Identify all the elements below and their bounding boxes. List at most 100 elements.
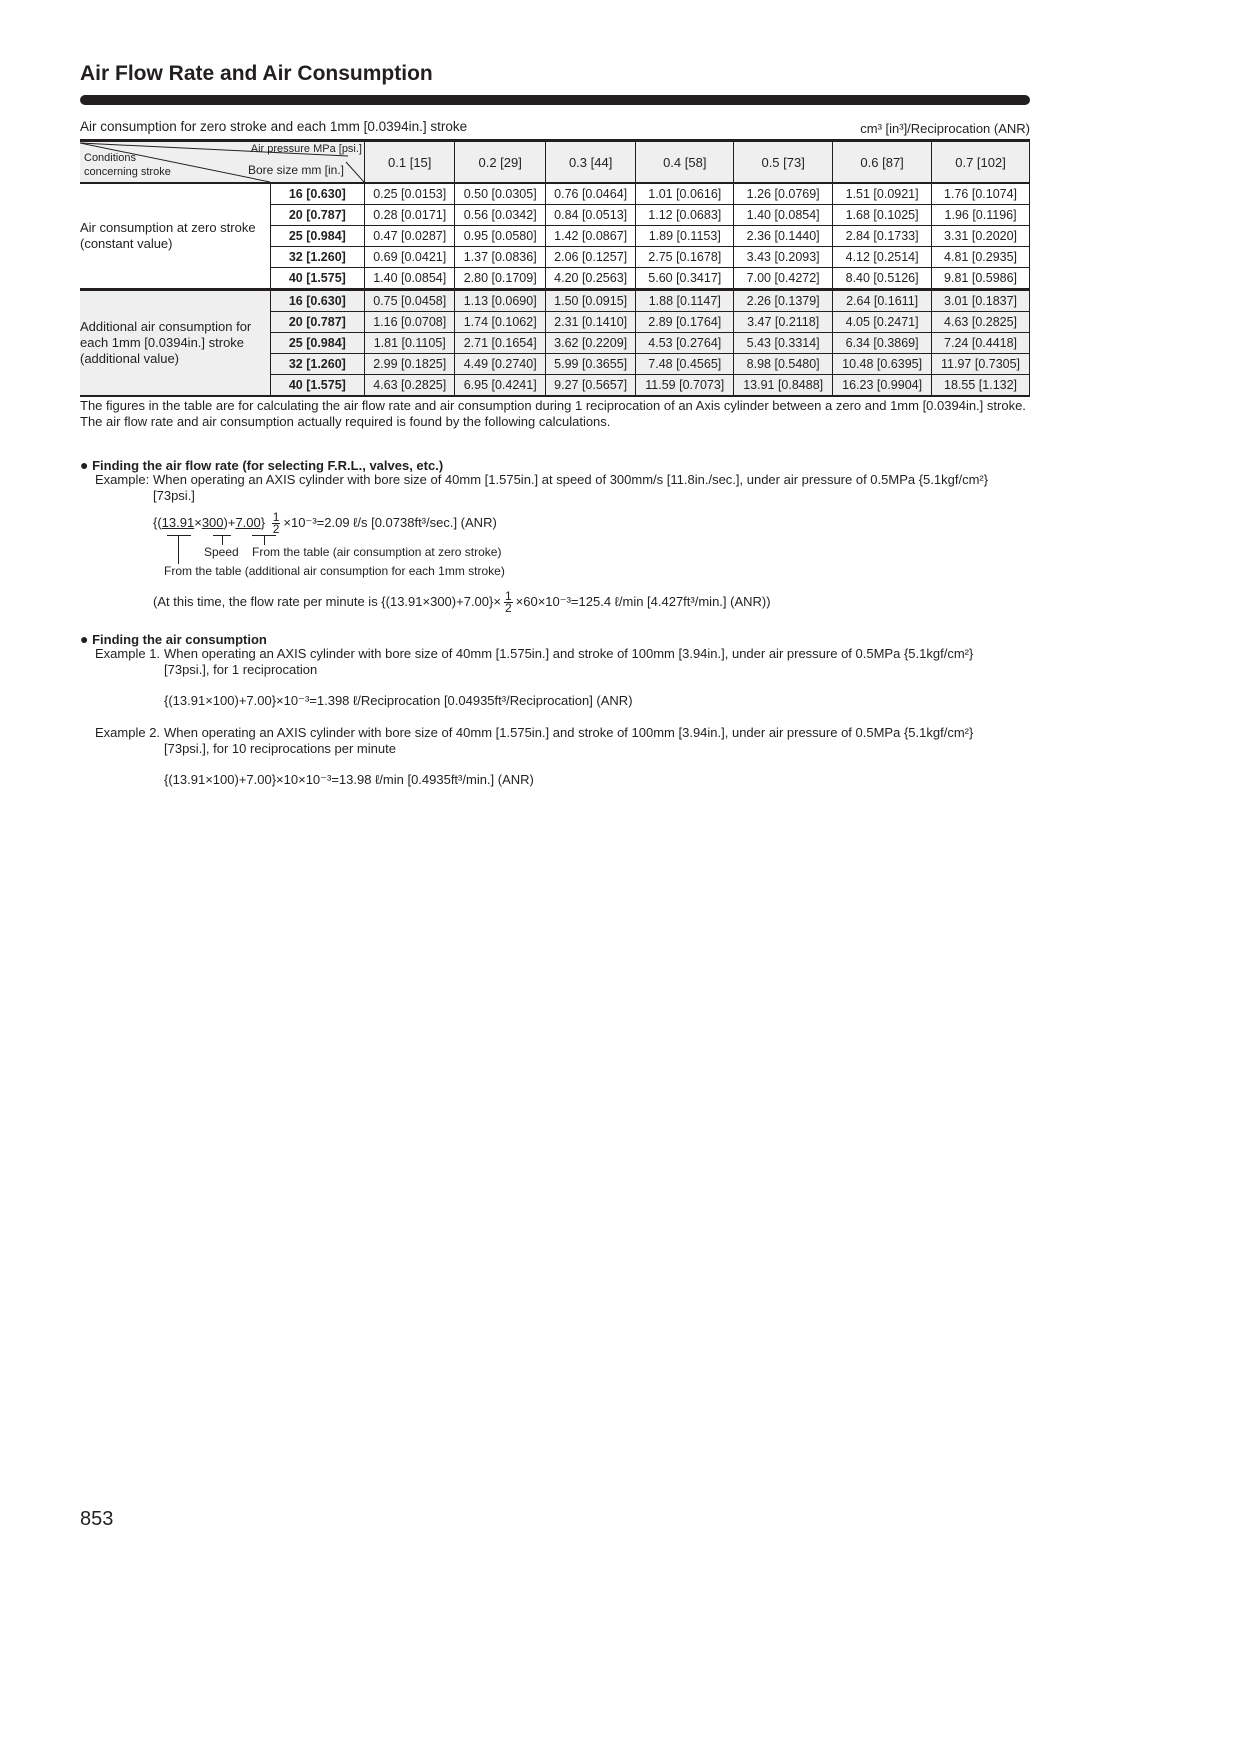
- flow-rate-example-text2: [73psi.]: [153, 488, 195, 503]
- table-cell: 1.96 [0.1196]: [931, 204, 1030, 226]
- corner-bore-label: Bore size mm [in.]: [247, 163, 344, 177]
- table-cell: 0.25 [0.0153]: [363, 182, 456, 205]
- table-cell: 2.64 [0.1611]: [832, 289, 933, 312]
- table-cell: 4.12 [0.2514]: [832, 246, 933, 268]
- table-cell: 2.99 [0.1825]: [363, 353, 456, 375]
- pressure-header: 0.2 [29]: [454, 140, 546, 184]
- table-cell: 4.53 [0.2764]: [635, 332, 735, 354]
- section-label: Additional air consumption for each 1mm …: [80, 289, 271, 397]
- leader-line: [264, 535, 265, 545]
- table-cell: 16.23 [0.9904]: [832, 374, 933, 397]
- table-cell: 1.81 [0.1105]: [363, 332, 456, 354]
- label-zero-stroke: From the table (air consumption at zero …: [252, 545, 502, 559]
- table-cell: 2.71 [0.1654]: [454, 332, 546, 354]
- table-row: Additional air consumption for each 1mm …: [80, 289, 1030, 397]
- example2-formula: {(13.91×100)+7.00}×10×10⁻³=13.98 ℓ/min […: [164, 772, 534, 787]
- table-cell: 4.49 [0.2740]: [454, 353, 546, 375]
- bore-size: 25 [0.984]: [269, 225, 366, 247]
- table-cell: 2.84 [0.1733]: [832, 225, 933, 247]
- table-cell: 3.62 [0.2209]: [544, 332, 637, 354]
- bore-size: 20 [0.787]: [269, 311, 366, 333]
- consumption-heading: ● Finding the air consumption: [80, 631, 267, 647]
- flow-rate-heading-text: Finding the air flow rate (for selecting…: [92, 458, 444, 473]
- table-cell: 1.89 [0.1153]: [635, 225, 735, 247]
- table-cell: 8.40 [0.5126]: [832, 267, 933, 290]
- pressure-header: 0.3 [44]: [544, 140, 637, 184]
- table-cell: 2.36 [0.1440]: [733, 225, 834, 247]
- table-cell: 1.26 [0.0769]: [733, 182, 834, 205]
- bore-size: 20 [0.787]: [269, 204, 366, 226]
- bore-size: 40 [1.575]: [269, 267, 366, 290]
- corner-pressure-label: Air pressure MPa [psi.]: [250, 143, 362, 155]
- flow-rate-example-text: When operating an AXIS cylinder with bor…: [153, 472, 989, 487]
- table-cell: 0.50 [0.0305]: [454, 182, 546, 205]
- table-cell: 6.34 [0.3869]: [832, 332, 933, 354]
- formula-additional-value: 13.91: [161, 514, 195, 530]
- pressure-header: 0.1 [15]: [363, 140, 456, 184]
- leader-line: [222, 535, 223, 545]
- table-cell: 0.69 [0.0421]: [363, 246, 456, 268]
- table-cell: 3.47 [0.2118]: [733, 311, 834, 333]
- numerator: 1: [271, 510, 281, 524]
- table-cell: 0.47 [0.0287]: [363, 225, 456, 247]
- table-cell: 1.74 [0.1062]: [454, 311, 546, 333]
- table-cell: 4.05 [0.2471]: [832, 311, 933, 333]
- bore-size: 32 [1.260]: [269, 353, 366, 375]
- page-number: 853: [80, 1508, 114, 1530]
- table-cell: 2.89 [0.1764]: [635, 311, 735, 333]
- formula-zero-value: 7.00: [235, 514, 261, 530]
- table-cell: 9.81 [0.5986]: [931, 267, 1030, 290]
- table-cell: 1.42 [0.0867]: [544, 225, 637, 247]
- pressure-header: 0.6 [87]: [832, 140, 933, 184]
- table-caption: Air consumption for zero stroke and each…: [80, 119, 468, 134]
- table-cell: 0.56 [0.0342]: [454, 204, 546, 226]
- table-cell: 1.12 [0.0683]: [635, 204, 735, 226]
- table-row: Air consumption at zero stroke (constant…: [80, 182, 1030, 290]
- table-cell: 8.98 [0.5480]: [733, 353, 834, 375]
- bore-size: 25 [0.984]: [269, 332, 366, 354]
- table-cell: 2.31 [0.1410]: [544, 311, 637, 333]
- table-cell: 5.43 [0.3314]: [733, 332, 834, 354]
- title-rule: [80, 95, 1030, 105]
- table-cell: 0.75 [0.0458]: [363, 289, 456, 312]
- formula-part: )+: [223, 514, 236, 530]
- table-row: 20 [0.787] 0.28 [0.0171] 0.56 [0.0342] 0.84…: [80, 204, 1030, 226]
- label-additional: From the table (additional air consumpti…: [164, 564, 505, 578]
- table-cell: 9.27 [0.5657]: [544, 374, 637, 397]
- table-row: 32 [1.260] 0.69 [0.0421] 1.37 [0.0836] 2.06…: [80, 246, 1030, 268]
- air-consumption-table: Air pressure MPa [psi.] Bore size mm [in…: [80, 139, 1030, 397]
- table-cell: 1.68 [0.1025]: [832, 204, 933, 226]
- table-cell: 11.59 [0.7073]: [635, 374, 735, 397]
- pressure-header: 0.7 [102]: [931, 140, 1030, 184]
- bullet-icon: ●: [80, 631, 89, 647]
- table-unit: cm³ [in³]/Reciprocation (ANR): [860, 121, 1030, 136]
- example2-text2: [73psi.], for 10 reciprocations per minu…: [164, 741, 396, 756]
- page-title: Air Flow Rate and Air Consumption: [80, 62, 433, 85]
- table-cell: 5.99 [0.3655]: [544, 353, 637, 375]
- table-cell: 0.84 [0.0513]: [544, 204, 637, 226]
- formula-part: (At this time, the flow rate per minute …: [153, 593, 501, 609]
- bullet-icon: ●: [80, 457, 89, 473]
- table-cell: 18.55 [1.132]: [931, 374, 1030, 397]
- table-cell: 1.01 [0.0616]: [635, 182, 735, 205]
- table-cell: 2.80 [0.1709]: [454, 267, 546, 290]
- table-cell: 3.31 [0.2020]: [931, 225, 1030, 247]
- formula-part: }: [260, 514, 266, 530]
- table-cell: 11.97 [0.7305]: [931, 353, 1030, 375]
- example2-text: When operating an AXIS cylinder with bor…: [164, 725, 974, 740]
- example1-label: Example 1.: [95, 646, 161, 661]
- example2-label: Example 2.: [95, 725, 161, 740]
- per-minute-formula: (At this time, the flow rate per minute …: [153, 590, 771, 614]
- section-label: Air consumption at zero stroke (constant…: [80, 182, 271, 290]
- table-cell: 5.60 [0.3417]: [635, 267, 735, 290]
- table-cell: 4.81 [0.2935]: [931, 246, 1030, 268]
- table-cell: 0.76 [0.0464]: [544, 182, 637, 205]
- note-2: The air flow rate and air consumption ac…: [80, 414, 611, 429]
- consumption-heading-text: Finding the air consumption: [92, 632, 267, 647]
- note-1: The figures in the table are for calcula…: [80, 398, 1026, 413]
- table-cell: 2.26 [0.1379]: [733, 289, 834, 312]
- table-cell: 1.76 [0.1074]: [931, 182, 1030, 205]
- table-cell: 1.40 [0.0854]: [733, 204, 834, 226]
- bore-size: 40 [1.575]: [269, 374, 366, 397]
- label-speed: Speed: [204, 545, 239, 559]
